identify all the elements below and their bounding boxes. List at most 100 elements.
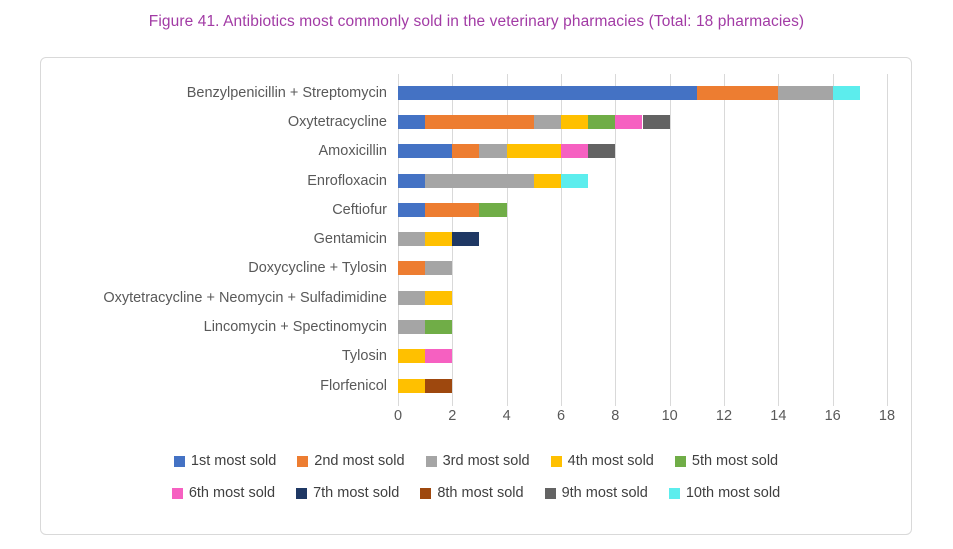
table-row: Doxycycline + Tylosin: [41, 254, 887, 283]
bar-segment: [398, 202, 426, 217]
gridline: [560, 74, 562, 406]
legend-swatch-icon: [674, 455, 686, 467]
bar-segment: [642, 114, 670, 129]
bar-segment: [696, 85, 779, 100]
bar-segment: [425, 232, 453, 247]
category-label: Tylosin: [341, 348, 387, 365]
x-tick-label: 10: [661, 408, 678, 424]
legend-label: 7th most sold: [313, 485, 400, 501]
bar-segment: [479, 144, 507, 159]
bar-segment: [533, 173, 561, 188]
bar-segment: [452, 232, 480, 247]
bar-segment: [506, 144, 561, 159]
table-row: Tylosin: [41, 342, 887, 371]
bar-segment: [425, 349, 453, 364]
x-tick-label: 8: [611, 408, 620, 424]
legend-swatch-icon: [173, 455, 185, 467]
legend-row-1: 1st most sold 2nd most sold 3rd most sold 4…: [41, 450, 911, 472]
bar-segment: [398, 290, 426, 305]
gridline: [615, 74, 617, 406]
bar-rows: Benzylpenicillin + Streptomycin Oxytetrac…: [41, 78, 887, 400]
legend-row-2: 6th most sold 7th most sold 8th most sold 9…: [41, 482, 911, 504]
legend-item: 9th most sold: [544, 485, 648, 501]
table-row: Florfenicol: [41, 371, 887, 400]
legend-label: 5th most sold: [691, 453, 779, 469]
legend-label: 1st most sold: [190, 453, 277, 469]
legend-label: 3rd most sold: [442, 453, 530, 469]
x-tick-label: 14: [770, 408, 787, 424]
bar-segment: [398, 173, 426, 188]
bar-track: [398, 202, 887, 217]
bar-track: [398, 320, 887, 335]
legend-swatch-icon: [550, 455, 562, 467]
table-row: Amoxicillin: [41, 137, 887, 166]
x-tick-label: 0: [393, 408, 403, 424]
bar-track: [398, 378, 887, 393]
bar-track: [398, 290, 887, 305]
table-row: Oxytetracycline: [41, 107, 887, 136]
legend-item: 4th most sold: [550, 453, 654, 469]
bar-segment: [425, 290, 453, 305]
legend-swatch-icon: [425, 455, 437, 467]
x-tick-label: 6: [556, 408, 566, 424]
bar-segment: [425, 173, 534, 188]
bar-segment: [560, 144, 589, 159]
category-label: Gentamicin: [313, 231, 387, 248]
bar-segment: [398, 261, 426, 276]
bar-segment: [778, 85, 833, 100]
bar-segment: [425, 320, 453, 335]
bar-segment: [425, 378, 453, 393]
gridline: [832, 74, 834, 406]
bar-track: [398, 114, 887, 129]
x-tick-label: 16: [824, 408, 841, 424]
bar-segment: [398, 232, 426, 247]
legend: 1st most sold 2nd most sold 3rd most sold 4…: [41, 450, 911, 514]
category-label: Enrofloxacin: [307, 172, 387, 189]
legend-label: 9th most sold: [561, 485, 648, 501]
legend-label: 8th most sold: [437, 485, 524, 501]
bar-segment: [560, 173, 589, 188]
bar-segment: [560, 114, 589, 129]
bar-track: [398, 144, 887, 159]
x-tick-label: 4: [502, 408, 511, 424]
x-tick-label: 2: [448, 408, 457, 424]
legend-item: 7th most sold: [296, 485, 399, 501]
legend-item: 2nd most sold: [297, 453, 405, 469]
legend-item: 10th most sold: [668, 485, 781, 501]
category-label: Doxycycline + Tylosin: [248, 260, 387, 277]
bar-segment: [398, 320, 426, 335]
gridline: [669, 74, 671, 406]
gridline: [723, 74, 725, 406]
bar-segment: [398, 144, 453, 159]
gridline: [778, 74, 780, 406]
legend-item: 5th most sold: [674, 453, 779, 469]
legend-item: 8th most sold: [420, 485, 524, 501]
figure-title: Figure 41. Antibiotics most commonly sol…: [148, 13, 805, 30]
bar-segment: [832, 85, 860, 100]
legend-swatch-icon: [296, 487, 308, 499]
x-tick-label: 12: [715, 408, 733, 424]
bar-segment: [588, 114, 616, 129]
bar-segment: [479, 202, 507, 217]
x-axis: 0 2 4 6 8 10 12 14 16 18: [394, 408, 895, 428]
category-label: Benzylpenicillin + Streptomycin: [186, 84, 387, 101]
legend-label: 10th most sold: [685, 485, 781, 501]
table-row: Enrofloxacin: [41, 166, 887, 195]
legend-item: 1st most sold: [173, 453, 277, 469]
bar-segment: [398, 114, 426, 129]
bar-track: [398, 173, 887, 188]
table-row: Oxytetracycline + Neomycin + Sulfadimidi…: [41, 283, 887, 312]
legend-label: 2nd most sold: [314, 453, 405, 469]
table-row: Ceftiofur: [41, 195, 887, 224]
legend-swatch-icon: [171, 487, 183, 499]
bar-track: [398, 85, 887, 100]
gridline: [887, 74, 888, 406]
legend-item: 3rd most sold: [425, 453, 530, 469]
x-tick-label: 18: [878, 408, 896, 424]
bar-segment: [425, 202, 480, 217]
category-label: Ceftiofur: [332, 201, 387, 218]
gridline: [506, 74, 508, 406]
legend-swatch-icon: [420, 487, 432, 499]
bar-track: [398, 349, 887, 364]
